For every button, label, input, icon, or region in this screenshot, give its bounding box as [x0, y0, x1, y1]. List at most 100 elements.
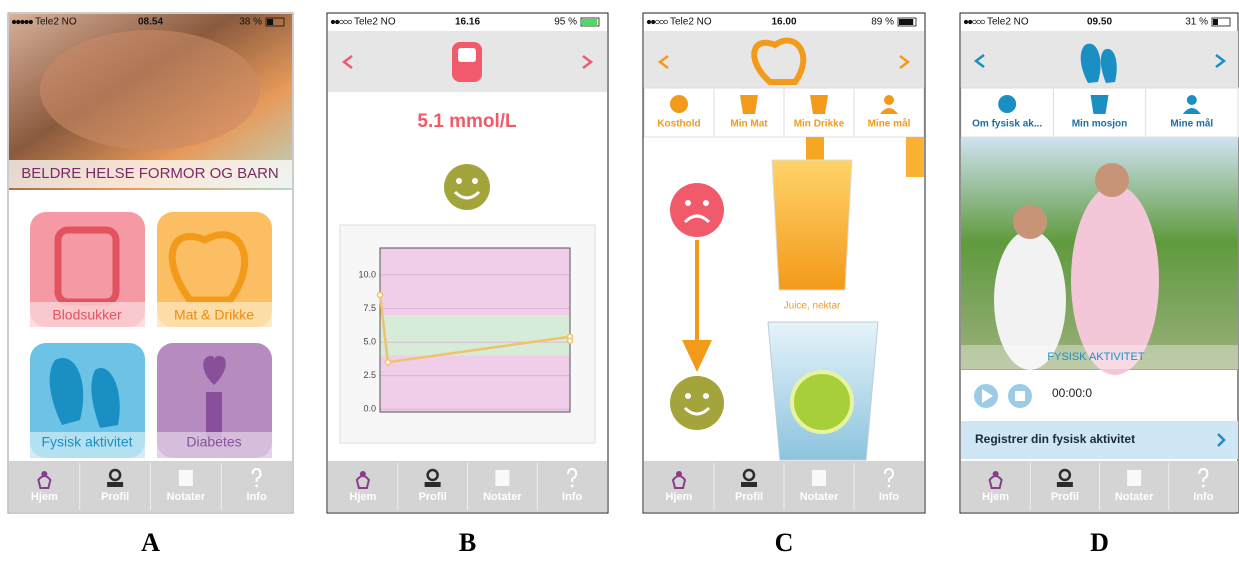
tab-label[interactable]: Notater: [483, 491, 522, 503]
tab-label[interactable]: Hjem: [31, 491, 58, 503]
status-carrier: Tele2 NO: [670, 17, 712, 28]
tab-label[interactable]: Notater: [167, 491, 206, 503]
tab-icon: [571, 485, 574, 488]
photo-shape: [40, 30, 260, 150]
tab-label[interactable]: Info: [562, 491, 582, 503]
smiley: [444, 164, 490, 210]
tab-label[interactable]: Profil: [419, 491, 447, 503]
tab-icon: [884, 95, 894, 105]
photo-face: [1013, 205, 1047, 239]
photo-face: [1095, 163, 1129, 197]
battery-level: [267, 19, 273, 25]
face-eye: [685, 200, 691, 206]
panel-d: Om fysisk ak...Min mosjonMine mål FYSISK…: [960, 13, 1238, 513]
figure: BELDRE HELSE FORMOR OG BARN Blodsukker M…: [0, 0, 1239, 558]
figure-label: A: [141, 528, 160, 557]
tab-icon: [740, 95, 758, 114]
panel-a: BELDRE HELSE FORMOR OG BARN Blodsukker M…: [8, 13, 293, 513]
tile-icon: [206, 392, 222, 438]
tab-icon: [998, 95, 1016, 113]
tab-label[interactable]: Kosthold: [657, 119, 700, 130]
signal-dot: [16, 20, 20, 24]
status-carrier: Tele2 NO: [987, 17, 1029, 28]
signal-dot: [25, 20, 29, 24]
signal-dot: [29, 20, 33, 24]
tab-icon: [812, 470, 826, 486]
nav-icon: [458, 48, 476, 62]
happy-face: [670, 376, 724, 430]
tab-label[interactable]: Profil: [735, 491, 763, 503]
chart: 0.0 2.5 5.0 7.5 10.0: [358, 248, 572, 414]
smiley-eye: [456, 178, 462, 184]
caption: Juice, nektar: [784, 301, 841, 312]
tab-label[interactable]: Hjem: [349, 491, 376, 503]
tab-icon: [1127, 470, 1141, 486]
tile-label: Mat & Drikke: [174, 307, 254, 323]
tab-label[interactable]: Min Drikke: [794, 119, 845, 130]
tile-label: Blodsukker: [52, 307, 122, 323]
figure-label: C: [775, 528, 794, 557]
sad-face: [670, 183, 724, 237]
status-battery: 38 %: [239, 17, 262, 28]
tab-icon: [1202, 485, 1205, 488]
y-tick-label: 5.0: [363, 336, 376, 346]
tab-label[interactable]: Mine mål: [868, 118, 911, 130]
lime: [792, 372, 852, 432]
face-eye: [703, 393, 709, 399]
status-time: 09.50: [1087, 17, 1112, 28]
register-label: Registrer din fysisk aktivitet: [975, 432, 1135, 446]
tab-label[interactable]: Profil: [1051, 491, 1079, 503]
data-point[interactable]: [378, 293, 383, 298]
panel-b: 5.1 mmol/L 0.0 2.5 5.0 7.5 10.0: [327, 13, 608, 513]
tab-label[interactable]: Info: [879, 491, 899, 503]
battery-level: [1213, 19, 1218, 25]
reading: 5.1 mmol/L: [417, 111, 517, 132]
y-tick-label: 2.5: [363, 370, 376, 380]
tab-label[interactable]: Info: [1193, 491, 1213, 503]
tab-icon: [425, 482, 441, 487]
signal-dot: [647, 20, 651, 24]
data-point[interactable]: [385, 360, 390, 365]
tab-label[interactable]: Profil: [101, 491, 129, 503]
tab-label[interactable]: Info: [247, 491, 267, 503]
tab-label[interactable]: Mine mål: [1170, 118, 1213, 130]
tab-label[interactable]: Om fysisk ak...: [972, 119, 1042, 130]
tab-icon: [1187, 95, 1197, 105]
status-time: 16.00: [771, 17, 796, 28]
tab-label[interactable]: Hjem: [666, 491, 693, 503]
tab-icon: [495, 470, 509, 486]
juice-glass: [772, 160, 852, 290]
photo: [906, 137, 924, 177]
signal-dot: [964, 20, 968, 24]
tab-label[interactable]: Min Mat: [730, 119, 768, 130]
tab-icon: [670, 95, 688, 113]
tile-label: Fysisk aktivitet: [41, 434, 132, 450]
smiley-eye: [472, 178, 478, 184]
signal-dot: [335, 20, 339, 24]
tab-label[interactable]: Min mosjon: [1072, 119, 1128, 130]
tab-icon: [1057, 482, 1073, 487]
tab-icon: [888, 485, 891, 488]
battery-level: [899, 19, 913, 25]
y-tick-label: 10.0: [358, 269, 376, 279]
tab-icon: [107, 482, 123, 487]
status-battery: 95 %: [554, 17, 577, 28]
status-time: 08.54: [138, 17, 163, 28]
tab-icon: [741, 482, 757, 487]
y-tick-label: 0.0: [363, 404, 376, 414]
timer: 00:00:0: [1052, 386, 1092, 400]
status-time: 16.16: [455, 17, 480, 28]
tab-label[interactable]: Hjem: [982, 491, 1009, 503]
stop-icon: [1015, 391, 1025, 401]
figure-label: B: [459, 528, 476, 557]
tab-icon: [1091, 95, 1109, 114]
status-carrier: Tele2 NO: [354, 17, 396, 28]
tab-label[interactable]: Notater: [1115, 491, 1154, 503]
figure-label: D: [1090, 528, 1109, 557]
data-point[interactable]: [568, 338, 573, 343]
face-eye: [703, 200, 709, 206]
battery-level: [582, 19, 597, 25]
signal-dot: [651, 20, 655, 24]
y-tick-label: 7.5: [363, 303, 376, 313]
tab-label[interactable]: Notater: [800, 491, 839, 503]
